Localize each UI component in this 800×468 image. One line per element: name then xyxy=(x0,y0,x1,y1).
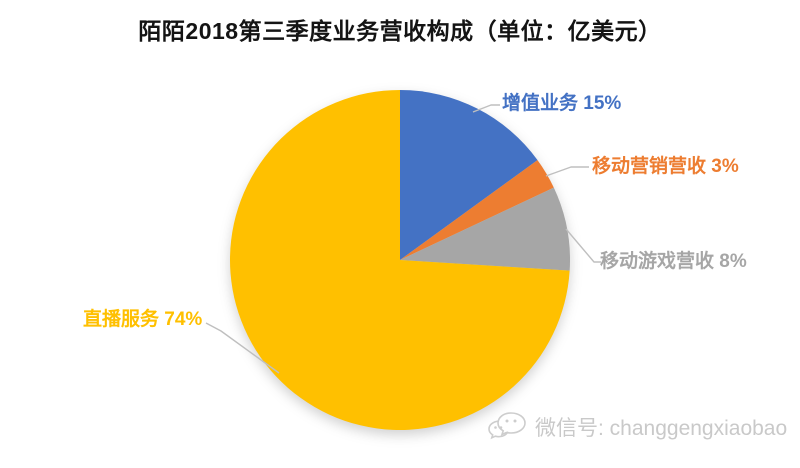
wechat-icon xyxy=(488,412,526,440)
pie-slices-group xyxy=(229,90,570,430)
watermark: 微信号: changgengxiaobao xyxy=(486,410,787,444)
pie-label-value-added-services: 增值业务 15% xyxy=(502,93,622,114)
pie-label-mobile-marketing: 移动营销营收 3% xyxy=(592,156,739,177)
pie-slice-1 xyxy=(400,160,554,260)
pie-slice-0 xyxy=(400,90,538,260)
leader-line-live-streaming xyxy=(205,322,280,374)
chart-title: 陌陌2018第三季度业务营收构成（单位：亿美元） xyxy=(138,18,662,44)
leader-line-mobile-games xyxy=(565,228,601,263)
pie-label-mobile-games: 移动游戏营收 8% xyxy=(600,251,747,272)
pie-label-live-streaming: 直播服务 74% xyxy=(83,309,203,330)
pie-slice-2 xyxy=(400,187,570,271)
pie-slice-3 xyxy=(229,90,570,430)
watermark-text: 微信号: changgengxiaobao xyxy=(535,417,788,440)
leader-line-mobile-marketing xyxy=(545,166,589,177)
leader-line-value-added-services xyxy=(472,104,500,113)
leader-lines-group xyxy=(205,104,601,374)
